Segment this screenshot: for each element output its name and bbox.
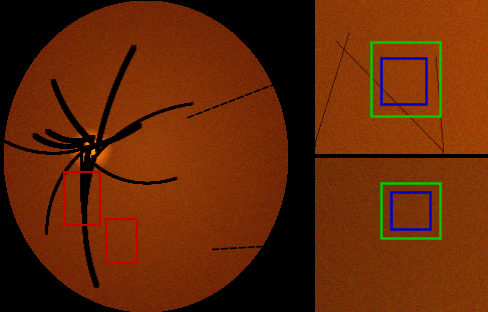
- Bar: [381, 58, 426, 104]
- Bar: [381, 183, 440, 238]
- Bar: [64, 172, 101, 225]
- Bar: [391, 192, 429, 229]
- Bar: [371, 42, 440, 116]
- Bar: [106, 219, 137, 263]
